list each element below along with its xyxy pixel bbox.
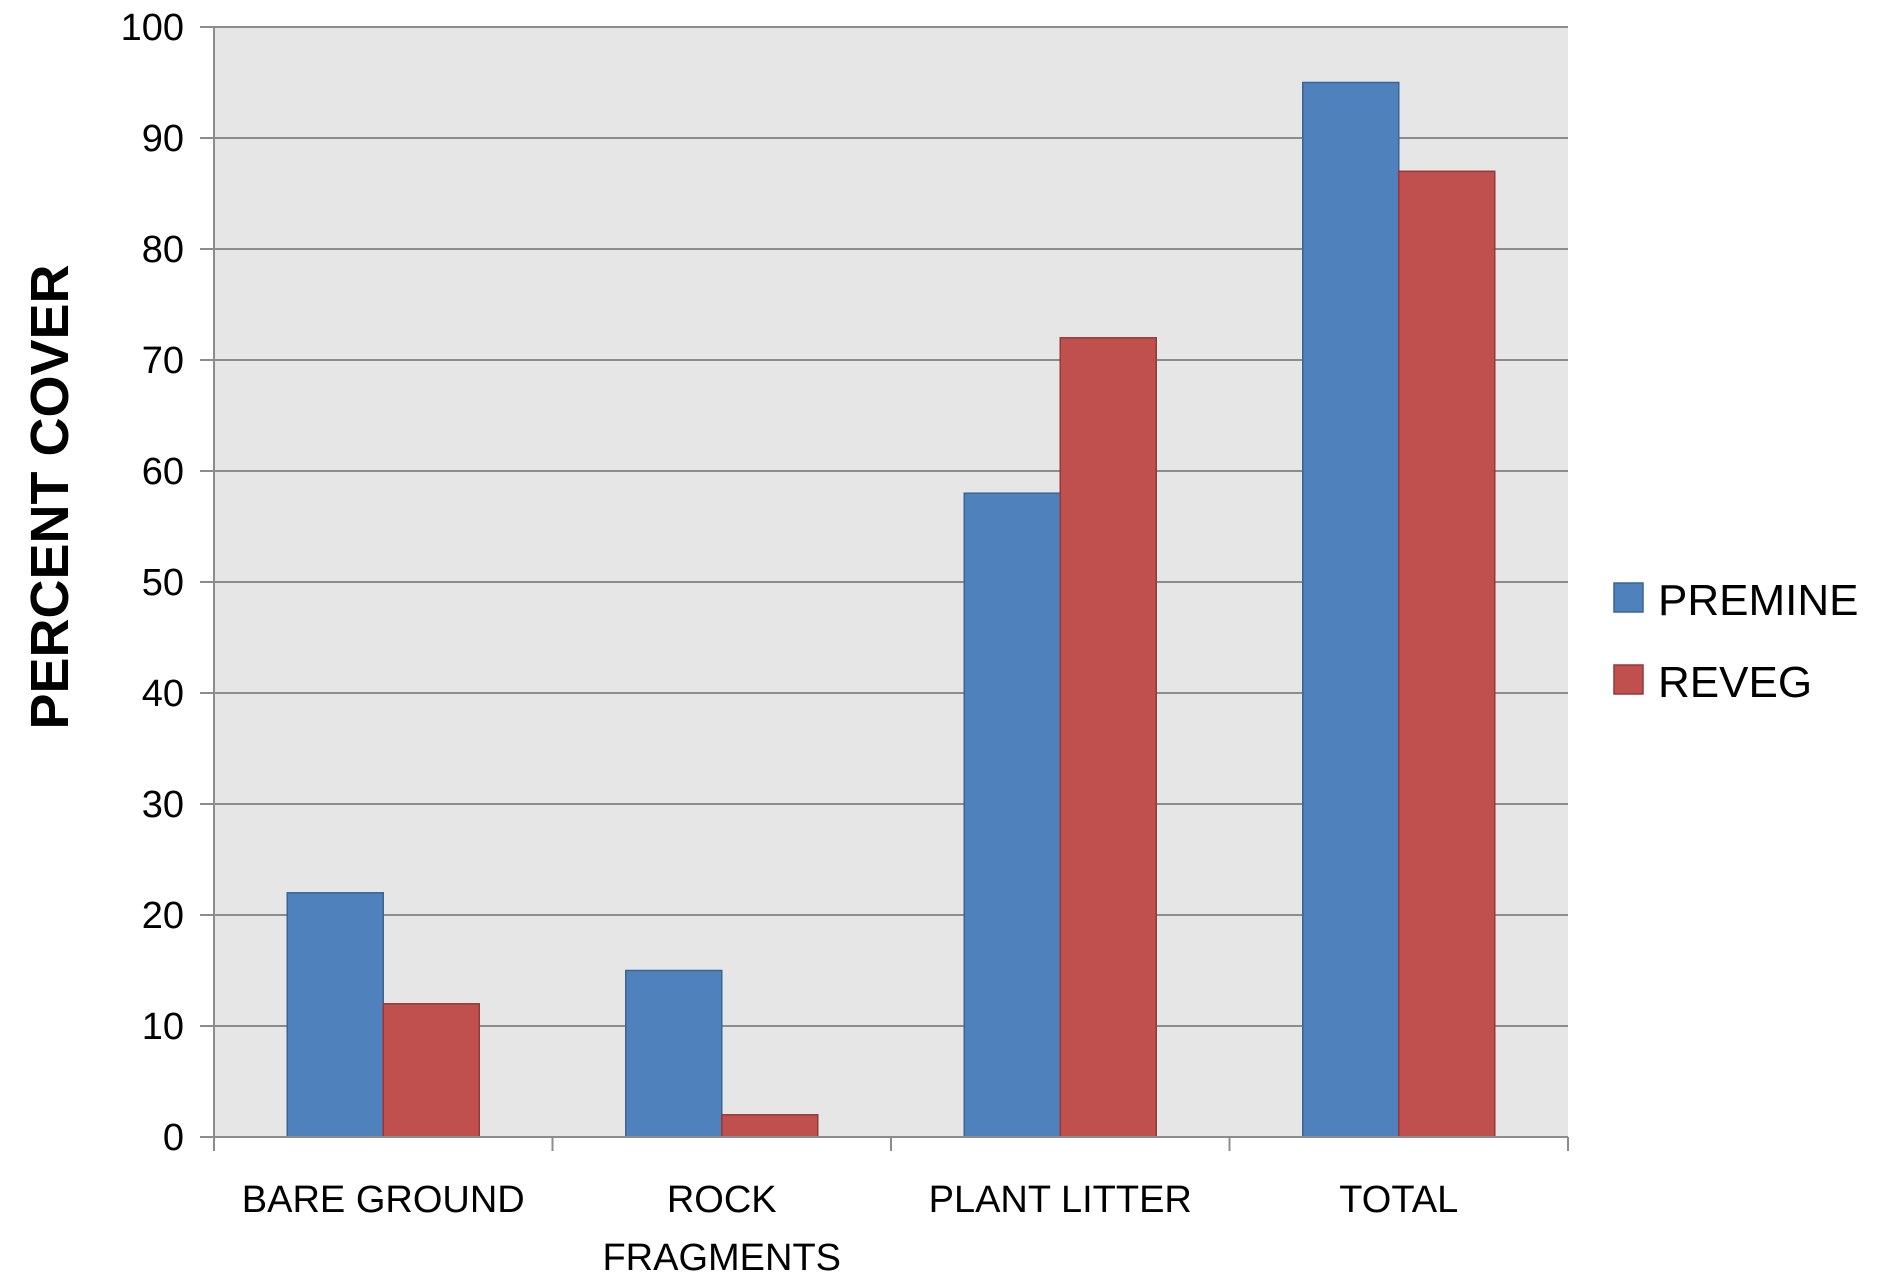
bar-reveg-0 <box>382 1003 480 1138</box>
y-tick-labels: 0 10 20 30 40 50 60 70 80 90 100 <box>121 7 184 1159</box>
y-tick-label: 0 <box>163 1117 184 1159</box>
x-category-label: BARE GROUND <box>242 1179 525 1221</box>
x-category-label: FRAGMENTS <box>602 1237 841 1272</box>
y-tick-label: 40 <box>142 673 184 715</box>
y-tick-label: 100 <box>121 7 184 49</box>
legend-label-premine: PREMINE <box>1658 576 1858 625</box>
bar-premine-1 <box>625 969 723 1138</box>
bar-premine-2 <box>963 492 1061 1138</box>
legend: PREMINE REVEG <box>1613 576 1858 707</box>
bar-reveg-2 <box>1059 337 1157 1138</box>
x-category-label: PLANT LITTER <box>929 1179 1192 1221</box>
bar-reveg-1 <box>721 1114 819 1138</box>
bars <box>286 81 1496 1138</box>
y-tick-label: 30 <box>142 784 184 826</box>
legend-swatch-premine <box>1613 582 1644 613</box>
y-tick-label: 60 <box>142 451 184 493</box>
y-tick-label: 50 <box>142 562 184 604</box>
bar-premine-3 <box>1302 81 1400 1138</box>
axes <box>200 26 1569 1151</box>
bar-reveg-3 <box>1398 170 1496 1138</box>
x-category-label: TOTAL <box>1339 1179 1458 1221</box>
legend-swatch-reveg <box>1613 664 1644 695</box>
y-tick-label: 10 <box>142 1006 184 1048</box>
legend-label-reveg: REVEG <box>1658 658 1812 707</box>
y-tick-label: 20 <box>142 895 184 937</box>
y-tick-label: 80 <box>142 229 184 271</box>
x-category-label: ROCK <box>667 1179 777 1221</box>
y-axis-title: PERCENT COVER <box>20 264 80 729</box>
x-category-labels: BARE GROUND ROCK FRAGMENTS PLANT LITTER TOTA… <box>242 1179 1458 1277</box>
y-tick-label: 90 <box>142 118 184 160</box>
bar-premine-0 <box>286 892 384 1138</box>
y-tick-label: 70 <box>142 340 184 382</box>
